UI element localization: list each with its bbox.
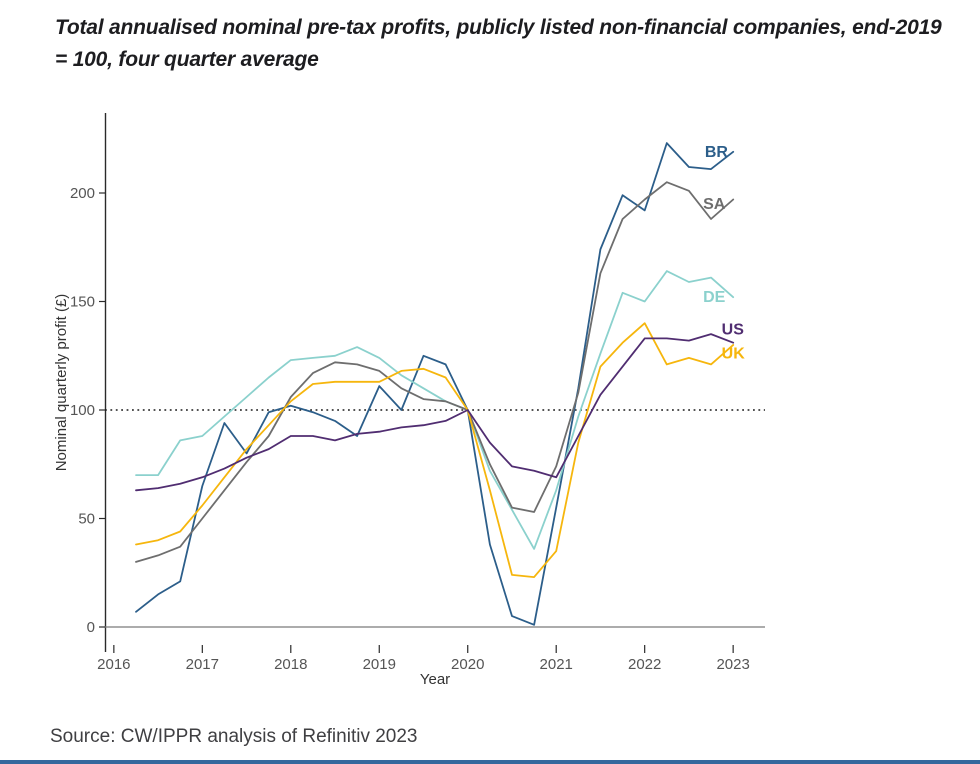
y-tick-label: 50 (78, 511, 95, 528)
x-tick-label: 2021 (540, 656, 573, 673)
y-axis-title: Nominal quarterly profit (£) (53, 294, 70, 472)
source-note: Source: CW/IPPR analysis of Refinitiv 20… (50, 726, 418, 747)
series-label-BR: BR (705, 144, 729, 161)
series-label-UK: UK (722, 346, 746, 363)
series-line-UK (135, 322, 735, 578)
x-tick-label: 2020 (451, 656, 484, 673)
series-label-DE: DE (703, 289, 726, 306)
x-tick-label: 2019 (363, 656, 396, 673)
bottom-accent-bar (0, 760, 980, 764)
x-tick-label: 2017 (186, 656, 219, 673)
chart-title: Total annualised nominal pre-tax profits… (55, 16, 942, 71)
series-label-SA: SA (703, 196, 726, 213)
y-tick-label: 0 (87, 619, 95, 636)
y-tick-label: 200 (70, 185, 95, 202)
series-line-US (135, 333, 735, 492)
x-tick-label: 2022 (628, 656, 661, 673)
chart: 0 50 100 150 200 2016 2017 2018 2019 2020 2021 2022… (0, 95, 980, 720)
x-tick-label: 2023 (716, 656, 749, 673)
series-line-SA (135, 181, 735, 563)
y-tick-label: 150 (70, 294, 95, 311)
profit-line-chart: 0 50 100 150 200 2016 2017 2018 2019 2020 2021 2022… (53, 113, 765, 688)
x-tick-label: 2018 (274, 656, 307, 673)
series-line-BR (135, 142, 735, 626)
series-line-DE (135, 270, 735, 550)
series-label-US: US (722, 322, 745, 339)
y-tick-label: 100 (70, 402, 95, 419)
x-tick-label: 2016 (97, 656, 130, 673)
x-axis-title: Year (420, 671, 450, 688)
